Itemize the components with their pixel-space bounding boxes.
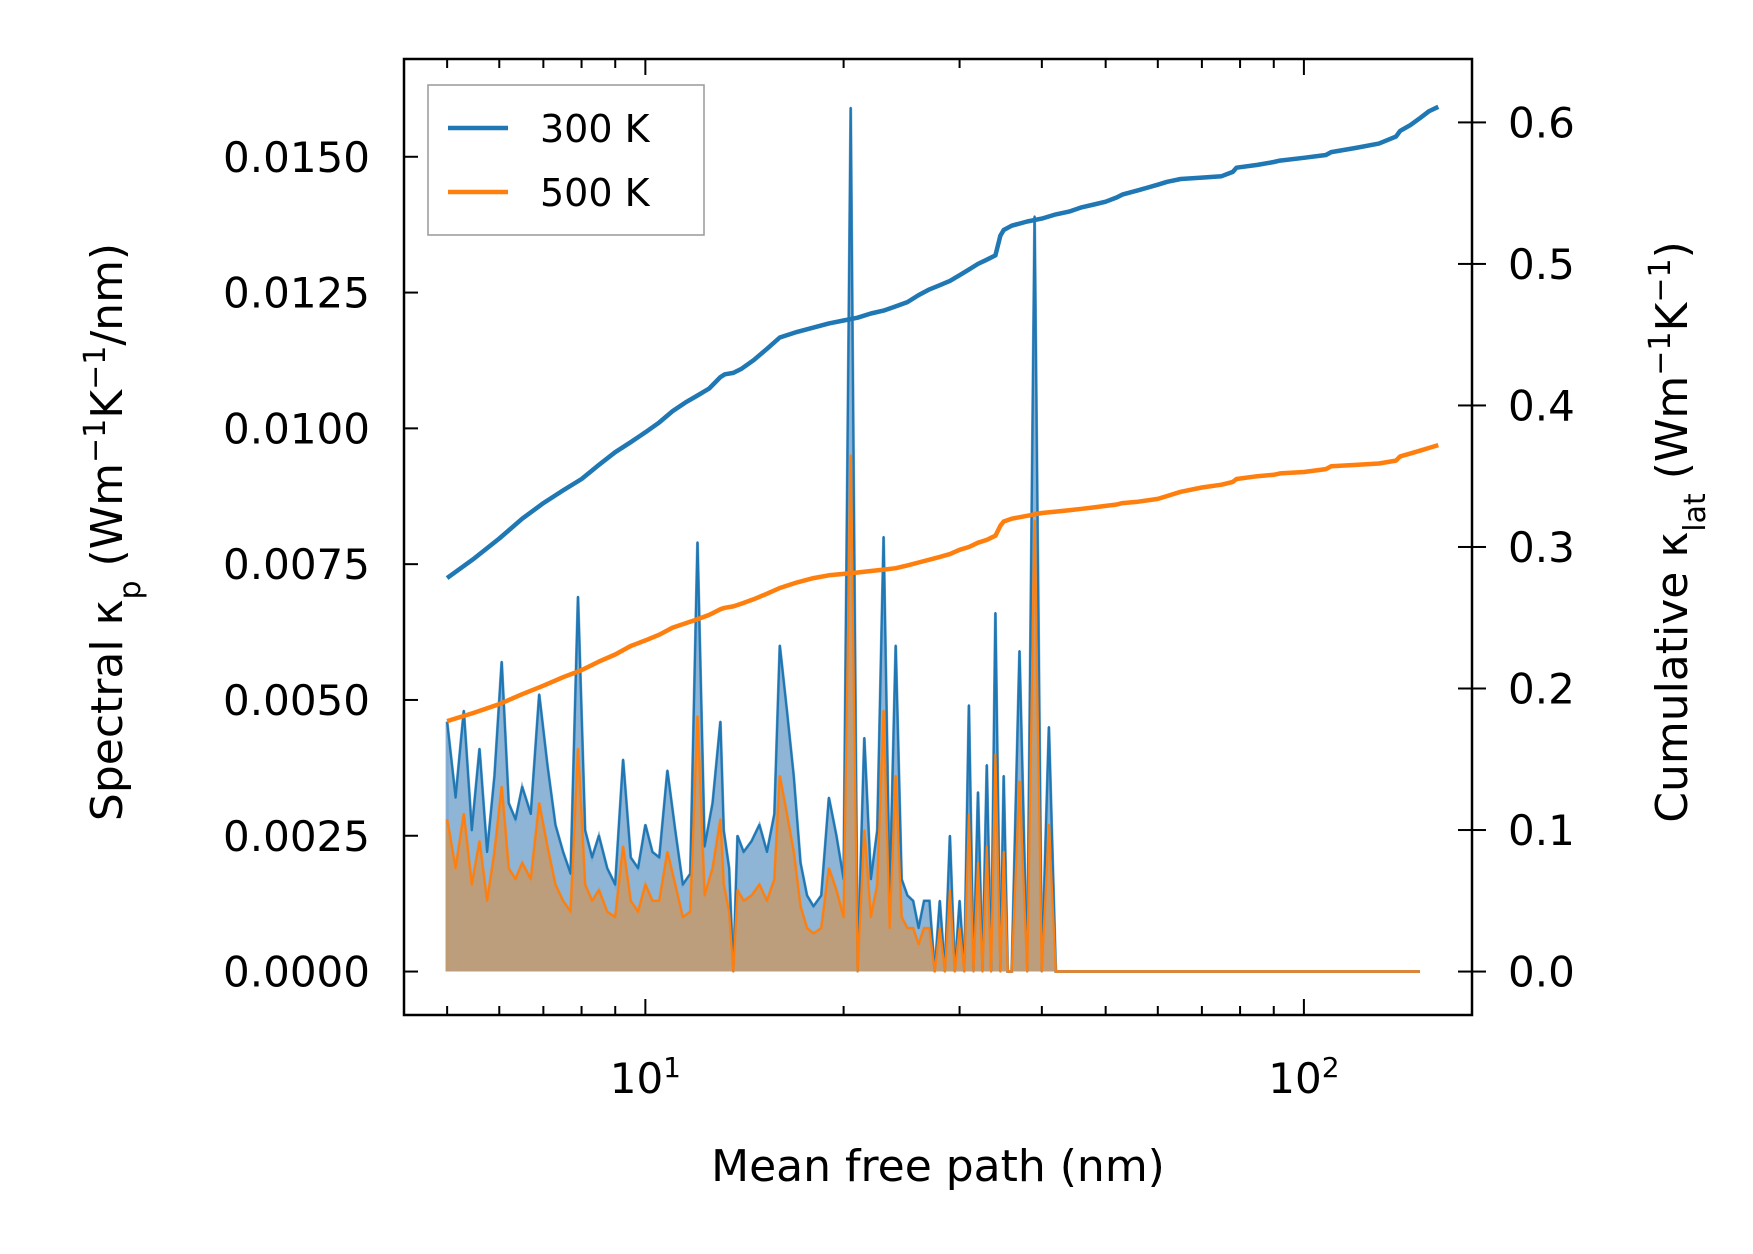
y-left-tick-label: 0.0050 (223, 676, 370, 725)
cumulative-line-300k (445, 104, 1440, 580)
y-left-tick-label: 0.0100 (223, 404, 370, 453)
y-right-tick-label: 0.4 (1508, 381, 1575, 430)
plot-frame (402, 57, 1474, 1017)
y-right-tick-label: 0.1 (1508, 806, 1575, 855)
plot-area (445, 104, 1440, 973)
y-left-tick-label: 0.0025 (223, 812, 370, 861)
x-tick-label-base: 10 (1268, 1054, 1321, 1103)
y-axis-right-ticks: 0.0 0.1 0.2 0.3 0.4 0.5 0.6 (1458, 98, 1575, 997)
y-right-label-unit-close: ) (1647, 241, 1698, 258)
x-tick-label-exponent: 1 (663, 1051, 681, 1084)
y-axis-left-ticks: 0.0000 0.0025 0.0050 0.0075 0.0100 0.0125 0.01… (223, 133, 418, 997)
series-500k-spectral-line (446, 454, 1420, 973)
cumulative-line-500k (446, 442, 1439, 724)
legend-label-500k: 500 K (540, 171, 651, 215)
y-left-tick-label: 0.0075 (223, 540, 370, 589)
legend-box (427, 84, 705, 236)
spectral-line-500k (446, 454, 1420, 973)
y-left-label-sup2: −1 (78, 346, 113, 390)
x-tick-label: 102 (1268, 1051, 1339, 1104)
series-500k-cumulative-line (446, 442, 1439, 724)
y-left-label-mid: K (82, 389, 133, 419)
y-right-tick-label: 0.3 (1508, 523, 1575, 572)
y-left-tick-label: 0.0150 (223, 133, 370, 182)
y-left-label-prefix: Spectral κ (82, 600, 133, 822)
y-left-label-sub: p (113, 580, 148, 599)
legend: 300 K 500 K (427, 84, 705, 236)
y-axis-left-label: Spectral κp (Wm−1K−1/nm) (78, 243, 148, 821)
y-right-label-unit-open: (Wm (1647, 376, 1698, 494)
y-axis-right-label: Cumulative κlat (Wm−1K−1) (1643, 241, 1713, 823)
legend-label-300k: 300 K (540, 107, 651, 151)
series-300k-cumulative-line (445, 104, 1440, 580)
x-axis-ticks: 101 102 (446, 59, 1340, 1104)
y-right-tick-label: 0.2 (1508, 665, 1575, 714)
y-right-label-sub: lat (1678, 493, 1713, 532)
y-left-label-unit-close: /nm) (82, 243, 133, 346)
x-tick-label: 101 (610, 1051, 681, 1104)
y-right-tick-label: 0.6 (1508, 98, 1575, 147)
y-right-tick-label: 0.5 (1508, 240, 1575, 289)
x-tick-label-exponent: 2 (1322, 1051, 1340, 1084)
y-right-label-mid: K (1647, 301, 1698, 331)
x-axis-label: Mean free path (nm) (711, 1141, 1165, 1192)
y-right-label-sup1: −1 (1643, 331, 1678, 375)
y-left-tick-label: 0.0000 (223, 948, 370, 997)
y-left-tick-label: 0.0125 (223, 269, 370, 318)
y-left-label-unit-open: (Wm (82, 463, 133, 581)
y-right-tick-label: 0.0 (1508, 948, 1575, 997)
y-right-label-sup2: −1 (1643, 258, 1678, 302)
x-tick-label-base: 10 (610, 1054, 663, 1103)
y-left-label-sup1: −1 (78, 419, 113, 463)
y-right-label-prefix: Cumulative κ (1647, 532, 1698, 823)
